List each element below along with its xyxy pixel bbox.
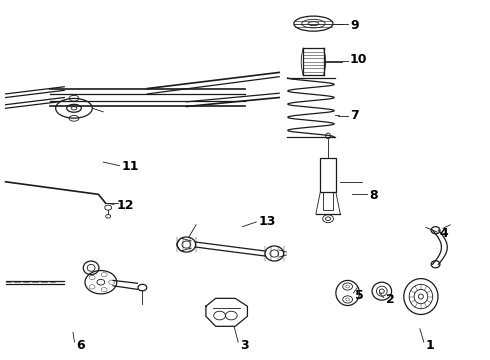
Text: 3: 3 — [240, 339, 249, 352]
Text: 11: 11 — [122, 160, 139, 173]
Text: 12: 12 — [117, 199, 134, 212]
Text: 4: 4 — [440, 226, 448, 239]
Text: 9: 9 — [350, 19, 359, 32]
Bar — [323, 192, 333, 211]
Text: 7: 7 — [350, 109, 359, 122]
Text: 10: 10 — [350, 53, 368, 66]
Text: 8: 8 — [369, 189, 378, 202]
Text: 6: 6 — [76, 339, 85, 352]
Text: 5: 5 — [355, 289, 364, 302]
Bar — [320, 158, 336, 192]
Text: 2: 2 — [386, 293, 394, 306]
Text: 1: 1 — [426, 339, 435, 352]
Text: 13: 13 — [259, 215, 276, 228]
